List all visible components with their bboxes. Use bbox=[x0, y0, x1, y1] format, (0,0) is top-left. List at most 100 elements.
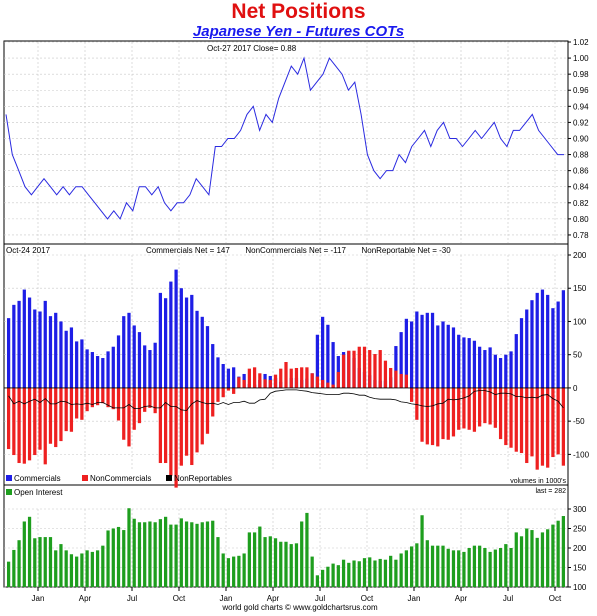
legend-noncommercials-swatch bbox=[82, 475, 88, 481]
commercials-bar bbox=[530, 300, 534, 388]
open-interest-bar bbox=[237, 555, 241, 587]
open-interest-bar bbox=[216, 537, 220, 587]
commercials-bar bbox=[514, 334, 518, 388]
legend-nonreportables: NonReportables bbox=[174, 474, 232, 483]
open-interest-bar bbox=[457, 550, 461, 587]
noncommercials-bar bbox=[425, 387, 429, 445]
open-interest-bar bbox=[467, 548, 471, 587]
commercials-bar bbox=[85, 349, 89, 388]
open-interest-bar bbox=[451, 550, 456, 587]
open-interest-bar bbox=[69, 554, 74, 587]
commercials-bar bbox=[331, 342, 335, 388]
commercials-bar bbox=[158, 292, 163, 388]
open-interest-bar bbox=[106, 530, 110, 587]
noncommercials-bar bbox=[321, 379, 325, 388]
x-tick-label: Jan bbox=[408, 594, 421, 603]
noncommercials-bar bbox=[530, 387, 534, 457]
commercials-bar bbox=[90, 352, 94, 388]
open-interest-bar bbox=[116, 526, 121, 587]
noncommercials-bar bbox=[310, 373, 314, 388]
commercials-bar bbox=[336, 356, 340, 388]
noncommercials-bar bbox=[341, 354, 346, 388]
noncommercials-bar bbox=[362, 346, 367, 388]
open-interest-bar bbox=[279, 541, 283, 587]
noncommercials-bar bbox=[457, 387, 461, 430]
open-interest-bar bbox=[399, 553, 403, 587]
open-interest-bar bbox=[315, 575, 320, 587]
commercials-bar bbox=[425, 312, 429, 388]
commercials-bar bbox=[22, 289, 26, 388]
noncommercials-bar bbox=[137, 387, 142, 424]
open-interest-bar bbox=[169, 524, 173, 587]
oi-tick-label: 250 bbox=[573, 525, 587, 534]
noncommercials-bar bbox=[430, 387, 435, 446]
noncommercials-bar bbox=[300, 367, 304, 388]
open-interest-bar bbox=[472, 545, 477, 587]
open-interest-bar bbox=[305, 512, 309, 587]
noncommercials-bar bbox=[211, 387, 215, 417]
noncommercials-bar bbox=[101, 387, 105, 404]
noncommercials-bar bbox=[488, 387, 492, 425]
x-tick-label: Oct bbox=[173, 594, 186, 603]
noncommercials-bar bbox=[462, 387, 466, 429]
noncommercials-bar bbox=[127, 387, 131, 447]
open-interest-bar bbox=[143, 522, 147, 587]
open-interest-bar bbox=[300, 521, 304, 587]
noncommercials-bar bbox=[158, 387, 163, 464]
noncommercials-bar bbox=[237, 377, 241, 388]
open-interest-bar bbox=[85, 550, 89, 587]
noncommercials-bar bbox=[221, 387, 225, 398]
open-interest-bar bbox=[404, 550, 408, 587]
commercials-bar bbox=[509, 351, 513, 388]
open-interest-bar bbox=[420, 515, 424, 587]
commercials-bar bbox=[436, 325, 440, 388]
price-tick-label: 0.78 bbox=[573, 231, 589, 240]
noncommercials-bar bbox=[143, 387, 147, 412]
noncommercials-bar bbox=[409, 387, 414, 402]
noncommercials-bar bbox=[43, 387, 47, 465]
commercials-bar bbox=[420, 314, 424, 388]
commercials-bar bbox=[430, 312, 435, 388]
noncommercials-bar bbox=[27, 387, 32, 461]
net-tick-label: 50 bbox=[573, 351, 582, 360]
noncommercials-bar bbox=[48, 387, 53, 444]
commercials-bar bbox=[69, 327, 74, 388]
commercials-bar bbox=[179, 288, 183, 388]
commercials-bar bbox=[169, 281, 173, 388]
noncommercials-bar bbox=[174, 387, 178, 488]
open-interest-bar bbox=[514, 532, 518, 587]
x-tick-label: Jan bbox=[220, 594, 233, 603]
open-interest-bar bbox=[504, 544, 508, 587]
net-header-values: Commercials Net = 147 NonCommercials Net… bbox=[146, 246, 451, 255]
commercials-bar bbox=[462, 337, 466, 388]
price-tick-label: 0.86 bbox=[573, 167, 589, 176]
noncommercials-bar bbox=[38, 387, 42, 450]
open-interest-bar bbox=[148, 521, 152, 587]
open-interest-bar bbox=[242, 553, 246, 587]
open-interest-bar bbox=[383, 559, 388, 587]
commercials-bar bbox=[226, 368, 231, 388]
open-interest-bar bbox=[137, 522, 142, 587]
open-interest-bar bbox=[6, 561, 11, 587]
legend-open-interest-swatch bbox=[6, 489, 12, 495]
open-interest-bar bbox=[446, 548, 450, 587]
legend-commercials-swatch bbox=[6, 475, 12, 481]
commercials-bar bbox=[101, 358, 105, 388]
commercials-bar bbox=[561, 290, 565, 388]
open-interest-bar bbox=[430, 545, 435, 587]
noncommercials-bar bbox=[226, 387, 231, 391]
commercials-bar bbox=[143, 345, 147, 388]
noncommercials-bar bbox=[556, 387, 560, 455]
open-interest-bar bbox=[75, 556, 79, 587]
noncommercials-bar bbox=[268, 379, 272, 388]
oi-layer bbox=[6, 508, 565, 587]
noncommercials-bar bbox=[378, 350, 382, 388]
x-tick-label: Oct bbox=[361, 594, 374, 603]
noncommercials-bar bbox=[179, 387, 183, 466]
open-interest-bar bbox=[462, 551, 466, 587]
noncommercials-bar bbox=[80, 387, 84, 420]
commercials-bar bbox=[132, 325, 136, 388]
open-interest-bar bbox=[252, 532, 257, 587]
open-interest-bar bbox=[289, 544, 293, 587]
